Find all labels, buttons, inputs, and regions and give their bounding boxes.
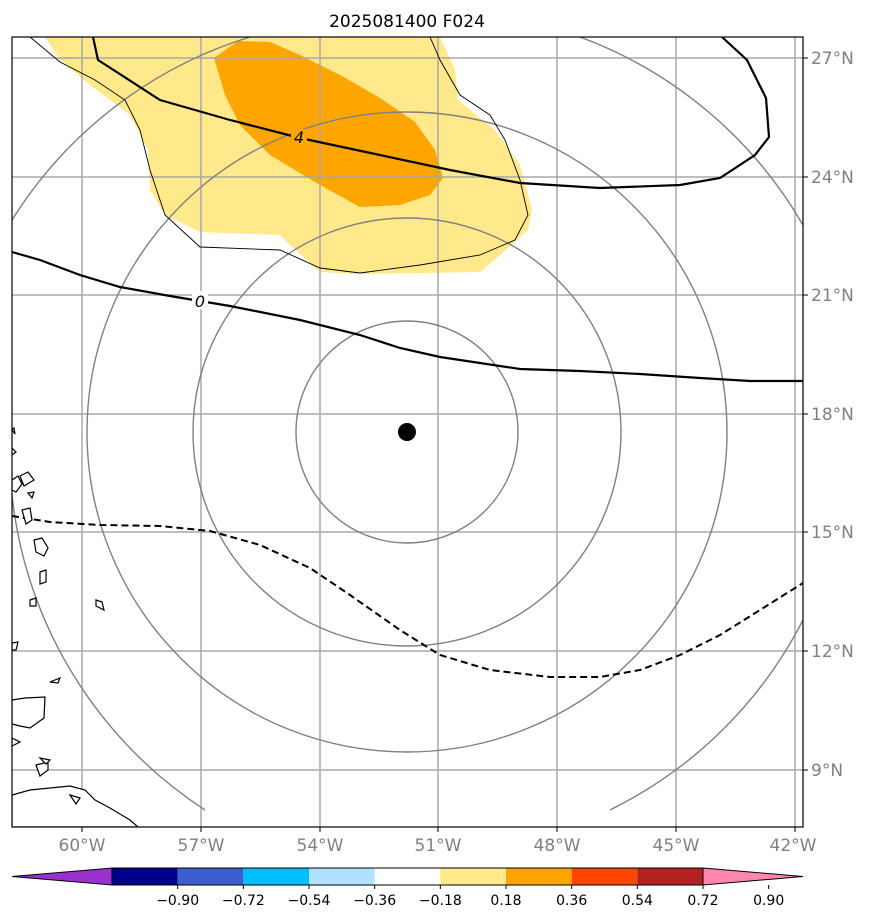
colorbar-frame bbox=[111, 867, 704, 886]
lon-label: 51°W bbox=[415, 836, 462, 856]
lat-label: 27°N bbox=[811, 49, 854, 69]
lon-label: 57°W bbox=[178, 836, 225, 856]
colorbar-tick-label: 0.72 bbox=[687, 893, 718, 909]
colorbar-tick-label: 0.90 bbox=[753, 893, 784, 909]
contour-label-0: 0 bbox=[195, 292, 205, 311]
contour-negative bbox=[12, 515, 803, 678]
colorbar-tick-label: 0.36 bbox=[556, 893, 587, 909]
contour-4 bbox=[91, 37, 771, 190]
colorbar-segment bbox=[506, 868, 572, 885]
shaded-region-medium bbox=[214, 41, 443, 207]
lat-label: 24°N bbox=[811, 168, 854, 188]
colorbar-tick-label: 0.54 bbox=[622, 893, 653, 909]
colorbar-segment bbox=[112, 868, 178, 885]
colorbar-segment bbox=[440, 868, 506, 885]
colorbar-segment bbox=[637, 868, 703, 885]
colorbar-segment bbox=[243, 868, 309, 885]
lon-label: 60°W bbox=[59, 836, 106, 856]
lon-label: 48°W bbox=[534, 836, 581, 856]
map-title: 2025081400 F024 bbox=[329, 12, 485, 32]
colorbar-tick-label: 0.18 bbox=[490, 893, 521, 909]
latitude-labels: 27°N 24°N 21°N 18°N 15°N 12°N 9°N bbox=[811, 49, 854, 781]
tick-marks bbox=[81, 57, 808, 832]
colorbar-tick-label: −0.90 bbox=[156, 893, 199, 909]
contour-0 bbox=[12, 250, 803, 383]
lat-label: 9°N bbox=[811, 761, 843, 781]
contour-label-4: 4 bbox=[294, 128, 304, 147]
lat-label: 12°N bbox=[811, 642, 854, 662]
colorbar-segment bbox=[374, 868, 441, 885]
lat-label: 18°N bbox=[811, 405, 854, 425]
lat-label: 15°N bbox=[811, 523, 854, 543]
lon-label: 42°W bbox=[770, 836, 817, 856]
colorbar-tick-label: −0.72 bbox=[222, 893, 265, 909]
colorbar-tick-label: −0.36 bbox=[353, 893, 396, 909]
colorbar-tick-label: −0.18 bbox=[419, 893, 462, 909]
colorbar-extend-high bbox=[702, 867, 804, 886]
coastlines bbox=[12, 426, 139, 827]
storm-center-marker bbox=[398, 423, 416, 441]
lon-label: 54°W bbox=[297, 836, 344, 856]
colorbar-segment bbox=[177, 868, 244, 885]
lat-label: 21°N bbox=[811, 286, 854, 306]
distance-rings bbox=[12, 37, 803, 811]
lon-label: 45°W bbox=[653, 836, 700, 856]
longitude-labels: 60°W 57°W 54°W 51°W 48°W 45°W 42°W bbox=[59, 836, 817, 856]
colorbar-segment bbox=[309, 868, 375, 885]
colorbar-extend-low bbox=[11, 867, 113, 886]
colorbar-segment bbox=[571, 868, 638, 885]
graticule bbox=[12, 37, 803, 827]
colorbar: −0.90 −0.72 −0.54 −0.36 −0.18 0.18 0.36 0.54 0.7… bbox=[11, 867, 804, 909]
map-frame bbox=[11, 36, 804, 828]
colorbar-tick-label: −0.54 bbox=[288, 893, 331, 909]
thin-contour bbox=[29, 37, 529, 274]
map-area: 4 0 bbox=[12, 37, 803, 827]
